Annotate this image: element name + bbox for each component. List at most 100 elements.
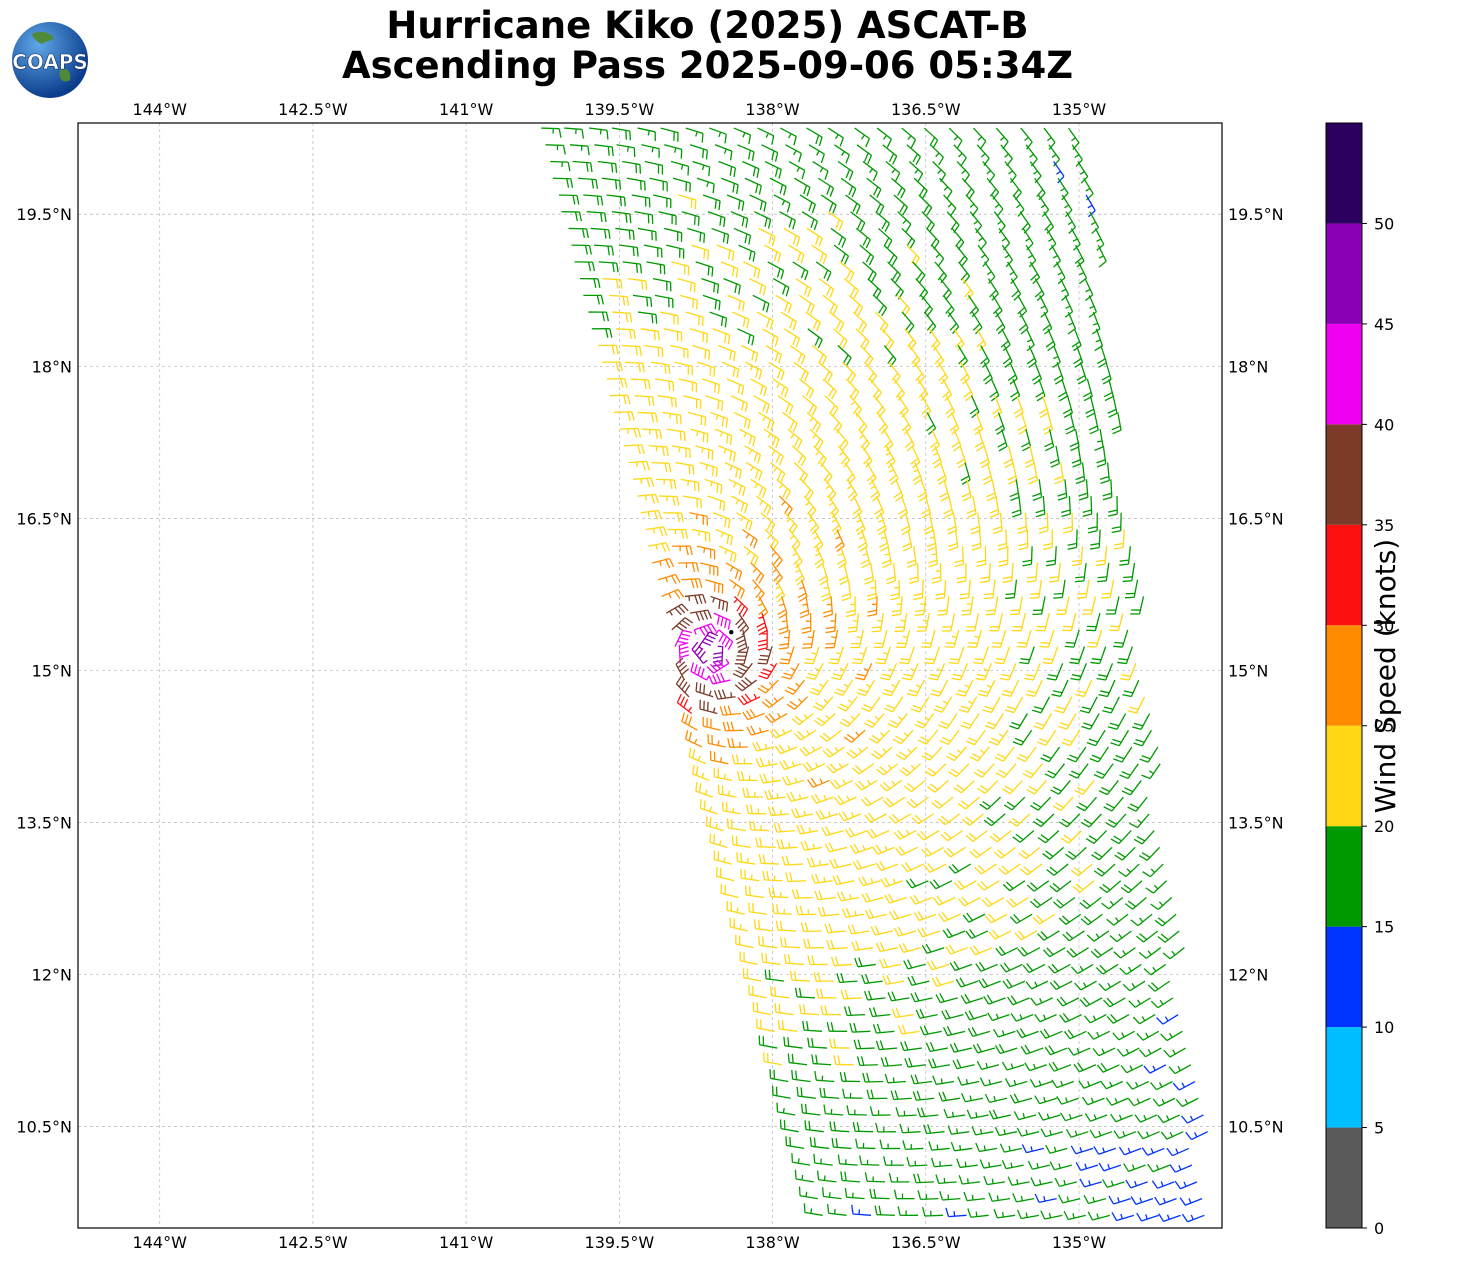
wind-barb-shaft xyxy=(666,428,685,433)
wind-barb xyxy=(602,277,623,290)
wind-barb-feather xyxy=(849,494,858,502)
wind-barb-feather xyxy=(752,903,755,913)
wind-barb-feather xyxy=(957,880,965,888)
wind-barb xyxy=(1108,496,1118,517)
wind-barb-feather xyxy=(827,373,833,383)
wind-barb-feather xyxy=(1030,997,1037,1006)
wind-barb-feather xyxy=(731,835,734,845)
wind-barb-half-feather xyxy=(680,164,684,170)
wind-barb xyxy=(819,729,842,742)
wind-barb-feather xyxy=(969,929,976,938)
wind-barb-feather xyxy=(707,250,710,260)
wind-barb-shaft xyxy=(966,479,972,497)
wind-barb xyxy=(932,895,956,906)
wind-barb-half-feather xyxy=(847,699,853,704)
wind-barb-shaft xyxy=(745,361,762,371)
wind-barb-shaft xyxy=(622,261,641,265)
wind-barb-feather xyxy=(752,742,758,752)
wind-barb-shaft xyxy=(1025,629,1032,648)
wind-barb-feather xyxy=(980,880,988,889)
wind-barb-feather xyxy=(1107,726,1118,730)
wind-barb-feather xyxy=(1069,947,1078,956)
wind-barb-feather xyxy=(918,288,926,297)
wind-barb xyxy=(768,445,784,466)
wind-barb-feather xyxy=(784,689,794,695)
wind-barb-feather xyxy=(601,311,606,322)
wind-barb-shaft xyxy=(687,227,705,235)
wind-barb-shaft xyxy=(775,1011,794,1016)
wind-barb-feather xyxy=(623,197,626,207)
wind-barb-feather xyxy=(1059,722,1070,727)
wind-barb-half-feather xyxy=(835,651,842,655)
wind-barb-shaft xyxy=(791,979,811,982)
wind-barb-feather xyxy=(1053,596,1063,599)
wind-barb-shaft xyxy=(634,395,653,398)
wind-barb-feather xyxy=(891,257,898,266)
wind-barb-shaft xyxy=(1000,846,1017,859)
wind-barb xyxy=(666,428,686,442)
wind-barb-feather xyxy=(1088,641,1098,644)
wind-barb-feather xyxy=(1035,513,1045,518)
wind-barb-feather xyxy=(989,391,998,398)
wind-barb-half-feather xyxy=(729,465,733,471)
wind-barb xyxy=(761,328,779,347)
wind-barb-shaft xyxy=(805,596,810,615)
wind-barb-shaft xyxy=(752,294,770,305)
wind-barb-feather xyxy=(966,292,974,301)
wind-barb-feather xyxy=(1005,592,1015,596)
wind-barb-feather xyxy=(930,238,937,247)
wind-barb-feather xyxy=(897,829,905,838)
wind-barb-shaft xyxy=(759,763,778,768)
wind-barb-shaft xyxy=(1105,663,1114,681)
wind-barb-feather xyxy=(968,737,978,743)
wind-barb-feather xyxy=(994,425,1004,432)
wind-barb-half-feather xyxy=(723,148,727,154)
wind-barb-feather xyxy=(1052,786,1062,792)
wind-barb-feather xyxy=(777,253,782,263)
wind-barb-feather xyxy=(709,664,718,672)
wind-barb-half-feather xyxy=(1068,322,1074,326)
wind-barb-feather xyxy=(787,1037,790,1047)
wind-barb-shaft xyxy=(720,892,739,899)
wind-barb-feather xyxy=(732,367,736,377)
wind-barb xyxy=(641,428,663,440)
wind-barb xyxy=(613,411,635,421)
wind-barb-feather xyxy=(745,519,750,529)
wind-barb xyxy=(885,161,901,182)
wind-barb-feather xyxy=(904,862,912,871)
wind-barb-shaft xyxy=(792,679,805,695)
wind-barb-feather xyxy=(798,153,802,163)
wind-barb-half-feather xyxy=(669,413,672,419)
wind-barb-shaft xyxy=(829,846,848,853)
wind-barb-feather xyxy=(976,769,986,775)
wind-barb-shaft xyxy=(1059,896,1076,909)
wind-barb-feather xyxy=(1111,526,1121,530)
wind-barb xyxy=(805,663,824,681)
wind-barb-feather xyxy=(739,605,746,615)
wind-barb xyxy=(896,746,918,761)
wind-barb-shaft xyxy=(1137,913,1153,927)
wind-barb xyxy=(973,763,995,778)
wind-barb-shaft xyxy=(787,428,803,442)
wind-barb xyxy=(911,813,934,825)
wind-barb-feather xyxy=(900,189,906,199)
wind-barb-half-feather xyxy=(947,203,953,208)
wind-barb xyxy=(809,679,829,696)
wind-barb xyxy=(800,840,823,851)
wind-barb-half-feather xyxy=(718,131,722,138)
wind-barb-feather xyxy=(771,436,777,446)
wind-barb xyxy=(977,779,999,794)
wind-barb xyxy=(718,344,736,362)
wind-barb xyxy=(1113,629,1129,648)
wind-barb xyxy=(1070,963,1094,975)
wind-barb-feather xyxy=(842,718,851,725)
wind-barb-half-feather xyxy=(1101,1048,1105,1054)
wind-barb-feather xyxy=(1040,931,1048,939)
wind-barb-feather xyxy=(759,200,764,211)
wind-barb-feather xyxy=(1091,658,1102,661)
wind-barb-half-feather xyxy=(902,635,908,639)
wind-barb-feather xyxy=(993,1028,999,1038)
wind-barb-feather xyxy=(718,599,721,609)
wind-barb-shaft xyxy=(834,613,837,632)
wind-barb-half-feather xyxy=(898,716,903,721)
